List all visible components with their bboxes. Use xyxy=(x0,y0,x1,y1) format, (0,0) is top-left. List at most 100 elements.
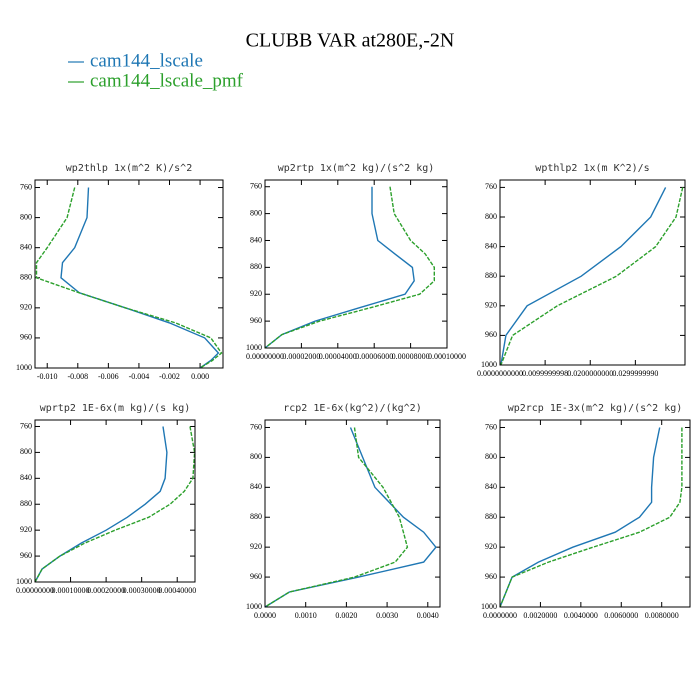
y-tick-label: 840 xyxy=(250,482,262,491)
series-line xyxy=(500,187,667,366)
x-tick-label: -0.010 xyxy=(37,372,58,381)
x-tick-label: 0.00040000 xyxy=(158,586,196,595)
y-tick-label: 1000 xyxy=(16,577,32,586)
y-tick-label: 840 xyxy=(20,243,32,252)
y-tick-label: 880 xyxy=(250,512,262,521)
figure-title: CLUBB VAR at280E,-2N xyxy=(246,30,455,52)
y-tick-label: 800 xyxy=(250,208,262,217)
y-tick-label: 880 xyxy=(485,512,497,521)
x-tick-label: 0.00010000 xyxy=(428,352,466,361)
y-tick-label: 960 xyxy=(250,316,262,325)
y-tick-label: 880 xyxy=(20,273,32,282)
series-line xyxy=(500,187,684,366)
y-tick-label: 840 xyxy=(485,241,497,250)
legend-label: cam144_lscale xyxy=(90,50,203,71)
y-tick-label: 760 xyxy=(20,421,32,430)
plot-frame xyxy=(264,419,441,608)
y-tick-label: 880 xyxy=(250,262,262,271)
series-line xyxy=(34,426,196,583)
x-tick-label: 0.000 xyxy=(191,372,209,381)
plot-frame xyxy=(34,419,196,583)
y-tick-label: 800 xyxy=(20,447,32,456)
series-line xyxy=(264,186,435,349)
y-tick-label: 880 xyxy=(20,499,32,508)
y-tick-label: 760 xyxy=(485,422,497,431)
y-tick-label: 1000 xyxy=(246,602,262,611)
y-tick-label: 760 xyxy=(250,422,262,431)
x-tick-label: 0.0010 xyxy=(295,611,317,620)
x-tick-label: 0.00002000 xyxy=(282,352,320,361)
y-tick-label: 840 xyxy=(485,482,497,491)
x-tick-label: 0.0020 xyxy=(335,611,357,620)
y-tick-label: 920 xyxy=(20,303,32,312)
y-tick-label: 800 xyxy=(20,212,32,221)
series-line xyxy=(35,187,223,369)
series-line xyxy=(499,427,661,608)
y-tick-label: 840 xyxy=(250,235,262,244)
x-tick-label: 0.00008000 xyxy=(392,352,430,361)
y-tick-label: 800 xyxy=(250,452,262,461)
y-tick-label: 1000 xyxy=(481,360,497,369)
y-tick-label: 760 xyxy=(485,182,497,191)
series-line xyxy=(60,187,220,369)
y-tick-label: 920 xyxy=(485,301,497,310)
y-tick-label: 1000 xyxy=(481,602,497,611)
y-tick-label: 920 xyxy=(485,542,497,551)
y-tick-label: 920 xyxy=(20,525,32,534)
series-line xyxy=(264,427,437,608)
x-tick-label: 0.00000000 xyxy=(16,586,54,595)
x-tick-label: 0.0200000000 xyxy=(567,369,613,378)
panel-title: rcp2 1E-6x(kg^2)/(kg^2) xyxy=(283,403,421,414)
x-tick-label: 0.0000 xyxy=(254,611,276,620)
plot-frame xyxy=(34,179,224,369)
series-line xyxy=(34,426,168,583)
x-tick-label: 0.0000000 xyxy=(483,611,517,620)
y-tick-label: 920 xyxy=(250,542,262,551)
panel-title: wp2rcp 1E-3x(m^2 kg)/(s^2 kg) xyxy=(508,403,683,414)
y-tick-label: 960 xyxy=(485,330,497,339)
y-tick-label: 760 xyxy=(20,182,32,191)
y-tick-label: 800 xyxy=(485,212,497,221)
y-tick-label: 960 xyxy=(485,572,497,581)
x-tick-label: -0.002 xyxy=(159,372,180,381)
panel-title: wp2rtp 1x(m^2 kg)/(s^2 kg) xyxy=(278,163,435,174)
x-tick-label: 0.0060000 xyxy=(604,611,638,620)
x-tick-label: -0.004 xyxy=(129,372,150,381)
x-tick-label: 0.0299999990 xyxy=(612,369,658,378)
series-line xyxy=(499,427,683,608)
x-tick-label: 0.0000000000 xyxy=(477,369,523,378)
panel-title: wp2thlp 1x(m^2 K)/s^2 xyxy=(66,163,192,174)
x-tick-label: 0.00010000 xyxy=(52,586,90,595)
panel-title: wprtp2 1E-6x(m kg)/(s kg) xyxy=(40,403,191,414)
y-tick-label: 760 xyxy=(250,182,262,191)
y-tick-label: 960 xyxy=(250,572,262,581)
x-tick-label: 0.00004000 xyxy=(319,352,357,361)
x-tick-label: 0.00020000 xyxy=(87,586,125,595)
legend-label: cam144_lscale_pmf xyxy=(90,70,244,91)
plot-frame xyxy=(499,419,691,608)
y-tick-label: 800 xyxy=(485,452,497,461)
x-tick-label: 0.0080000 xyxy=(645,611,679,620)
y-tick-label: 1000 xyxy=(16,363,32,372)
x-tick-label: 0.0040000 xyxy=(564,611,598,620)
y-tick-label: 960 xyxy=(20,333,32,342)
panel-title: wpthlp2 1x(m K^2)/s xyxy=(535,163,649,174)
x-tick-label: -0.006 xyxy=(98,372,119,381)
y-tick-label: 1000 xyxy=(246,343,262,352)
x-tick-label: -0.008 xyxy=(67,372,88,381)
x-tick-label: 0.0099999998 xyxy=(522,369,568,378)
series-line xyxy=(264,427,409,608)
y-tick-label: 960 xyxy=(20,551,32,560)
x-tick-label: 0.0030 xyxy=(376,611,398,620)
plot-frame xyxy=(499,179,686,366)
x-tick-label: 0.00030000 xyxy=(123,586,161,595)
y-tick-label: 920 xyxy=(250,289,262,298)
plot-frame xyxy=(264,179,448,349)
x-tick-label: 0.00000000 xyxy=(246,352,284,361)
y-tick-label: 840 xyxy=(20,473,32,482)
y-tick-label: 880 xyxy=(485,271,497,280)
series-line xyxy=(264,186,415,349)
x-tick-label: 0.00006000 xyxy=(355,352,393,361)
x-tick-label: 0.0020000 xyxy=(523,611,557,620)
